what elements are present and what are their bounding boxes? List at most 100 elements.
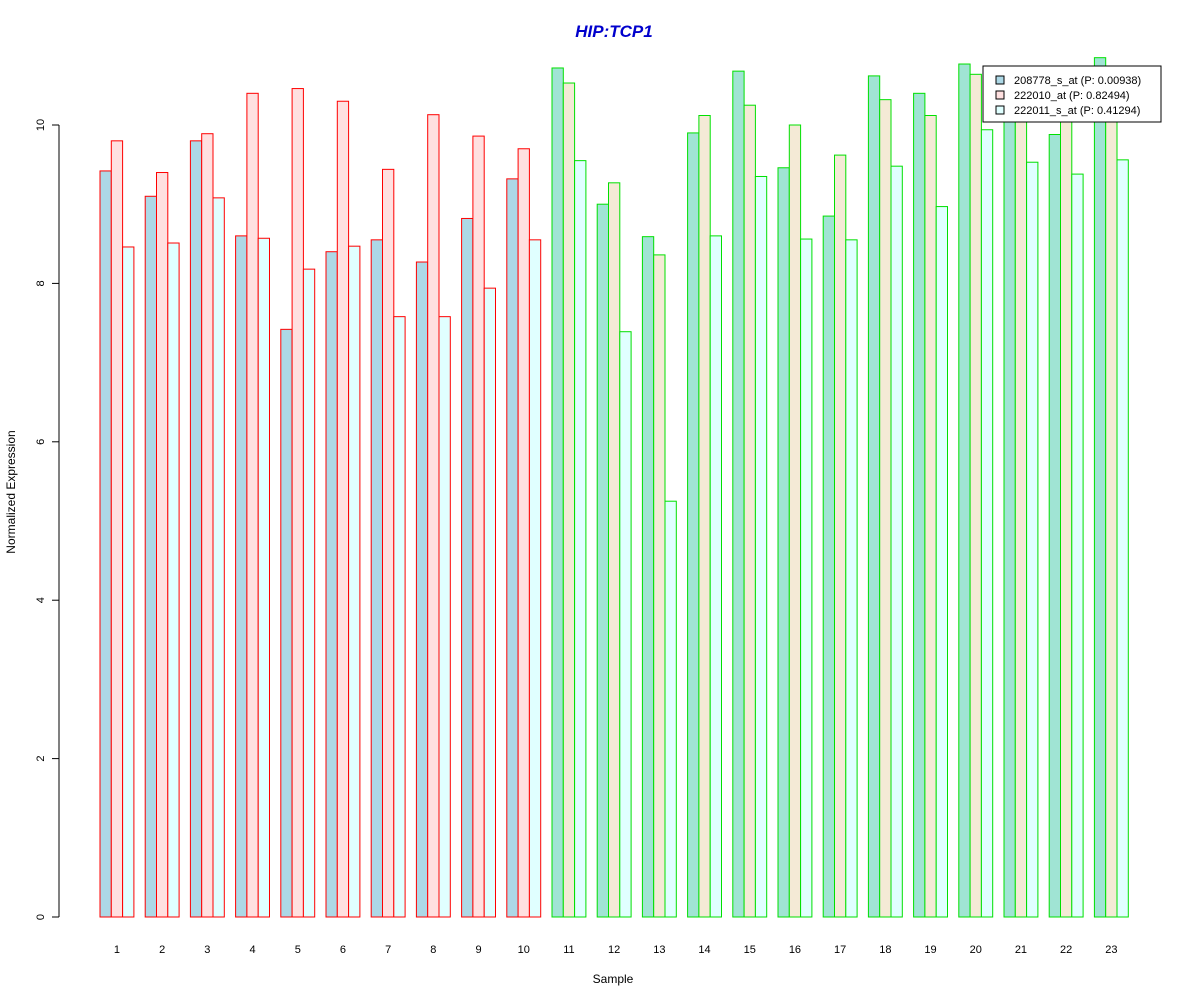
x-tick-label: 1: [114, 944, 120, 956]
x-tick-label: 5: [295, 944, 301, 956]
bar-19-series-1: [913, 92, 926, 918]
y-tick-label: 2: [35, 756, 47, 762]
x-axis-labels: 1 2 3 4 5 6 7 8 9 10 11 12 13 14 15 16 17 18 19 20 21 22 23: [114, 944, 1118, 956]
x-tick-label: 7: [385, 944, 391, 956]
x-tick-label: 2: [159, 944, 165, 956]
x-tick-label: 17: [834, 944, 846, 956]
legend-swatch: [995, 105, 1005, 115]
x-tick-label: 13: [653, 944, 665, 956]
legend-swatch: [995, 75, 1005, 85]
bar-3-series-3: [212, 197, 225, 918]
bar-4-series-3: [257, 237, 271, 918]
bar-15-series-2: [743, 104, 756, 918]
bar-12-series-1: [596, 203, 610, 918]
x-tick-label: 9: [475, 944, 481, 956]
bar-10-series-3: [528, 239, 542, 918]
bar-7-series-3: [393, 316, 406, 918]
bars-layer: [99, 57, 1129, 918]
bar-1-series-2: [110, 140, 124, 918]
legend: 208778_s_at (P: 0.00938) 222010_at (P: 0.…: [982, 65, 1162, 123]
x-tick-label: 19: [924, 944, 936, 956]
y-axis-label: Normalized Expression: [4, 430, 18, 553]
bar-18-series-1: [867, 75, 881, 918]
bar-4-series-1: [235, 235, 248, 918]
bar-10-series-1: [506, 178, 519, 918]
bar-22-series-3: [1071, 173, 1084, 918]
bar-18-series-3: [890, 165, 903, 918]
x-tick-label: 11: [563, 944, 574, 956]
x-tick-label: 15: [744, 944, 756, 956]
bar-17-series-3: [845, 239, 858, 918]
bar-20-series-1: [958, 63, 971, 918]
bar-1-series-1: [99, 170, 112, 918]
bar-9-series-1: [461, 217, 474, 918]
legend-box: [982, 65, 1162, 123]
x-tick-label: 6: [340, 944, 346, 956]
y-tick-label: 4: [35, 597, 47, 603]
bar-2-series-3: [167, 242, 180, 918]
x-tick-label: 10: [518, 944, 530, 956]
y-tick-label: 8: [35, 280, 47, 286]
bar-15-series-3: [754, 175, 768, 918]
y-axis: 0 2 4 6 8 10: [35, 119, 60, 920]
bar-14-series-3: [709, 235, 723, 918]
bar-20-series-2: [969, 73, 982, 918]
bar-5-series-1: [280, 328, 293, 918]
bar-22-series-2: [1060, 100, 1073, 918]
x-tick-label: 14: [698, 944, 710, 956]
bar-20-series-3: [980, 129, 994, 918]
bar-13-series-1: [641, 236, 655, 918]
bar-11-series-3: [574, 160, 587, 918]
bar-23-series-1: [1093, 57, 1107, 918]
legend-entry: 222010_at (P: 0.82494): [1014, 90, 1130, 102]
bar-14-series-1: [687, 132, 700, 918]
bar-23-series-3: [1116, 159, 1129, 918]
bar-21-series-2: [1014, 97, 1028, 918]
x-tick-label: 23: [1105, 944, 1117, 956]
bar-5-series-2: [291, 88, 304, 918]
bar-9-series-2: [472, 135, 485, 918]
bar-8-series-3: [438, 316, 451, 918]
y-tick-label: 6: [35, 439, 47, 445]
bar-19-series-3: [935, 206, 949, 918]
legend-entry: 208778_s_at (P: 0.00938): [1014, 75, 1141, 87]
legend-swatch: [995, 90, 1005, 100]
bar-2-series-1: [144, 195, 157, 918]
x-tick-label: 18: [879, 944, 891, 956]
bar-18-series-2: [879, 99, 892, 918]
chart-title: HIP:TCP1: [575, 22, 652, 41]
bar-6-series-3: [348, 245, 361, 918]
bar-11-series-1: [551, 67, 564, 918]
bar-10-series-2: [517, 148, 530, 918]
x-tick-label: 12: [608, 944, 620, 956]
bar-7-series-2: [382, 168, 395, 918]
x-tick-label: 21: [1015, 944, 1027, 956]
bar-13-series-3: [664, 500, 677, 918]
bar-1-series-3: [122, 246, 135, 918]
bar-12-series-3: [619, 331, 632, 918]
bar-11-series-2: [562, 82, 576, 918]
y-tick-label: 10: [35, 119, 47, 131]
bar-6-series-1: [325, 251, 338, 918]
bar-16-series-3: [800, 238, 813, 918]
bar-22-series-1: [1048, 134, 1061, 918]
bar-16-series-1: [777, 167, 790, 918]
bar-17-series-1: [822, 215, 836, 918]
bar-8-series-1: [415, 261, 429, 918]
x-tick-label: 4: [249, 944, 255, 956]
bar-23-series-2: [1105, 73, 1118, 918]
x-tick-label: 8: [430, 944, 436, 956]
bar-21-series-1: [1003, 88, 1016, 918]
bar-8-series-2: [427, 114, 440, 918]
x-tick-label: 3: [204, 944, 210, 956]
bar-14-series-2: [698, 115, 711, 918]
bar-9-series-3: [483, 287, 497, 918]
x-axis-label: Sample: [593, 972, 634, 986]
bar-5-series-3: [302, 268, 316, 918]
legend-entry: 222011_s_at (P: 0.41294): [1014, 105, 1140, 117]
bar-3-series-1: [189, 140, 203, 918]
bar-3-series-2: [201, 133, 214, 918]
bar-7-series-1: [370, 239, 384, 918]
bar-13-series-2: [653, 254, 666, 918]
